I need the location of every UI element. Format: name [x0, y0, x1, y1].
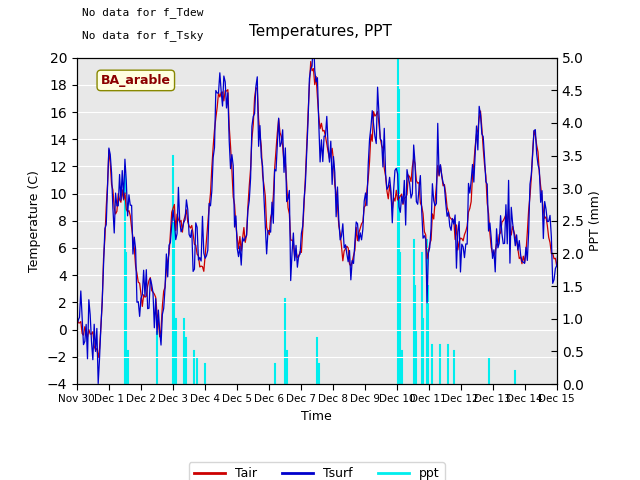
- Text: Temperatures, PPT: Temperatures, PPT: [248, 24, 392, 39]
- Text: No data for f_Tsky: No data for f_Tsky: [82, 30, 203, 41]
- Y-axis label: Temperature (C): Temperature (C): [28, 170, 41, 272]
- X-axis label: Time: Time: [301, 410, 332, 423]
- Text: No data for f_Tdew: No data for f_Tdew: [82, 7, 203, 18]
- Text: BA_arable: BA_arable: [101, 74, 171, 87]
- Legend: Tair, Tsurf, ppt: Tair, Tsurf, ppt: [189, 462, 445, 480]
- Y-axis label: PPT (mm): PPT (mm): [589, 191, 602, 251]
